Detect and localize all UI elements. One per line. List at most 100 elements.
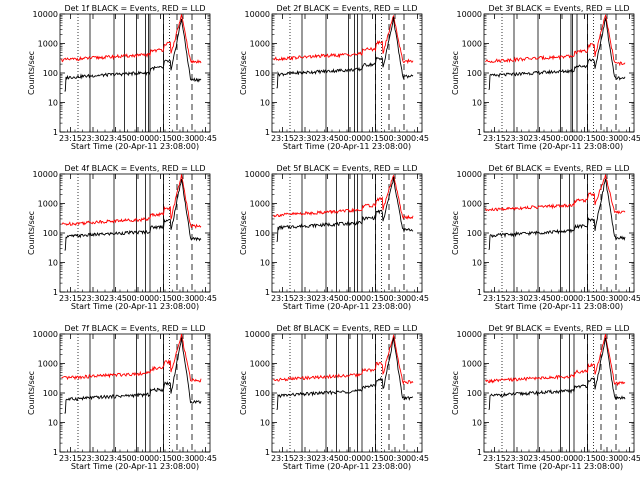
- y-tick-label: 10: [48, 419, 58, 428]
- x-tick-label: 23:45: [528, 134, 551, 143]
- series-black-events: [488, 178, 626, 250]
- x-tick-label: 00:45: [406, 454, 429, 463]
- x-tick-label: 23:45: [104, 454, 127, 463]
- chart-title: Det 3f BLACK = Events, RED = LLD: [488, 4, 629, 13]
- x-tick-label: 23:45: [316, 134, 339, 143]
- x-tick-label: 00:15: [149, 294, 172, 303]
- y-tick-label: 1: [477, 288, 482, 297]
- series-red-lld: [485, 13, 626, 67]
- series-black-events: [488, 337, 626, 410]
- y-tick-label: 100: [43, 389, 58, 398]
- x-tick-label: 23:15: [59, 294, 82, 303]
- x-axis-label: Start Time (20-Apr-11 23:08:00): [495, 302, 623, 311]
- y-tick-label: 1000: [38, 360, 58, 369]
- y-tick-label: 1: [265, 128, 270, 137]
- x-tick-label: 00:45: [618, 134, 640, 143]
- series-red-lld: [273, 174, 414, 220]
- x-tick-label: 23:15: [483, 294, 506, 303]
- y-tick-label: 10: [48, 259, 58, 268]
- series-black-events: [64, 337, 202, 414]
- y-tick-label: 10000: [33, 170, 58, 179]
- y-tick-label: 10: [260, 259, 270, 268]
- x-tick-label: 00:15: [361, 294, 384, 303]
- y-tick-label: 10000: [457, 170, 482, 179]
- x-tick-label: 00:15: [573, 454, 596, 463]
- y-tick-label: 100: [467, 389, 482, 398]
- y-tick-label: 100: [467, 69, 482, 78]
- x-tick-label: 00:45: [618, 294, 640, 303]
- x-tick-label: 23:30: [505, 454, 528, 463]
- x-axis-label: Start Time (20-Apr-11 23:08:00): [283, 142, 411, 151]
- x-tick-label: 00:30: [595, 134, 618, 143]
- series-black-events: [276, 177, 414, 242]
- x-tick-label: 00:30: [171, 454, 194, 463]
- x-tick-label: 23:15: [59, 454, 82, 463]
- x-tick-label: 00:30: [595, 294, 618, 303]
- y-tick-label: 1000: [462, 40, 482, 49]
- y-tick-label: 1000: [38, 200, 58, 209]
- y-axis-label: Counts/sec: [239, 211, 248, 255]
- x-tick-label: 23:15: [59, 134, 82, 143]
- y-tick-label: 100: [255, 69, 270, 78]
- x-tick-label: 23:30: [293, 134, 316, 143]
- x-tick-label: 00:15: [361, 454, 384, 463]
- y-axis-label: Counts/sec: [239, 371, 248, 415]
- chart-title: Det 9f BLACK = Events, RED = LLD: [488, 324, 629, 333]
- x-tick-label: 00:00: [550, 294, 573, 303]
- y-tick-label: 1: [53, 448, 58, 457]
- chart-panel-4: Det 4f BLACK = Events, RED = LLD 1 10 100 10…: [27, 164, 217, 311]
- x-axis-label: Start Time (20-Apr-11 23:08:00): [495, 142, 623, 151]
- y-axis-label: Counts/sec: [239, 51, 248, 95]
- y-tick-label: 100: [255, 229, 270, 238]
- x-tick-label: 00:15: [573, 134, 596, 143]
- x-tick-label: 23:30: [505, 294, 528, 303]
- x-tick-label: 23:15: [271, 454, 294, 463]
- chart-title: Det 2f BLACK = Events, RED = LLD: [276, 4, 417, 13]
- x-tick-label: 23:15: [483, 454, 506, 463]
- y-axis-label: Counts/sec: [451, 211, 460, 255]
- y-tick-label: 100: [43, 229, 58, 238]
- x-tick-label: 00:30: [171, 134, 194, 143]
- y-tick-label: 10000: [245, 10, 270, 19]
- y-tick-label: 1: [265, 448, 270, 457]
- series-red-lld: [61, 333, 202, 383]
- x-axis-label: Start Time (20-Apr-11 23:08:00): [71, 142, 199, 151]
- x-tick-label: 00:00: [126, 134, 149, 143]
- x-axis-label: Start Time (20-Apr-11 23:08:00): [283, 462, 411, 471]
- x-tick-label: 00:15: [361, 134, 384, 143]
- series-red-lld: [273, 334, 414, 386]
- chart-title: Det 5f BLACK = Events, RED = LLD: [276, 164, 417, 173]
- x-tick-label: 00:00: [126, 294, 149, 303]
- y-axis-label: Counts/sec: [27, 51, 36, 95]
- series-black-events: [64, 18, 202, 92]
- y-tick-label: 10: [260, 419, 270, 428]
- x-tick-label: 00:15: [149, 134, 172, 143]
- plot-frame: [59, 13, 211, 133]
- y-tick-label: 1000: [462, 360, 482, 369]
- series-red-lld: [485, 174, 626, 215]
- x-tick-label: 00:30: [383, 134, 406, 143]
- y-tick-label: 10: [472, 259, 482, 268]
- chart-panel-7: Det 7f BLACK = Events, RED = LLD 1 10 100 10…: [27, 324, 217, 471]
- chart-title: Det 4f BLACK = Events, RED = LLD: [64, 164, 205, 173]
- chart-panel-8: Det 8f BLACK = Events, RED = LLD 1 10 100 10…: [239, 324, 429, 471]
- x-axis-label: Start Time (20-Apr-11 23:08:00): [71, 302, 199, 311]
- x-tick-label: 23:45: [316, 294, 339, 303]
- chart-title: Det 8f BLACK = Events, RED = LLD: [276, 324, 417, 333]
- y-tick-label: 100: [43, 69, 58, 78]
- y-tick-label: 10000: [457, 10, 482, 19]
- x-tick-label: 00:00: [338, 134, 361, 143]
- x-tick-label: 00:30: [171, 294, 194, 303]
- x-tick-label: 00:00: [338, 454, 361, 463]
- x-tick-label: 00:45: [406, 294, 429, 303]
- x-tick-label: 23:15: [271, 134, 294, 143]
- x-tick-label: 00:15: [149, 454, 172, 463]
- series-black-events: [64, 179, 202, 251]
- x-tick-label: 00:30: [383, 294, 406, 303]
- y-tick-label: 10000: [245, 330, 270, 339]
- x-tick-label: 00:45: [618, 454, 640, 463]
- x-tick-label: 23:15: [271, 294, 294, 303]
- x-tick-label: 00:45: [194, 454, 217, 463]
- y-tick-label: 10000: [457, 330, 482, 339]
